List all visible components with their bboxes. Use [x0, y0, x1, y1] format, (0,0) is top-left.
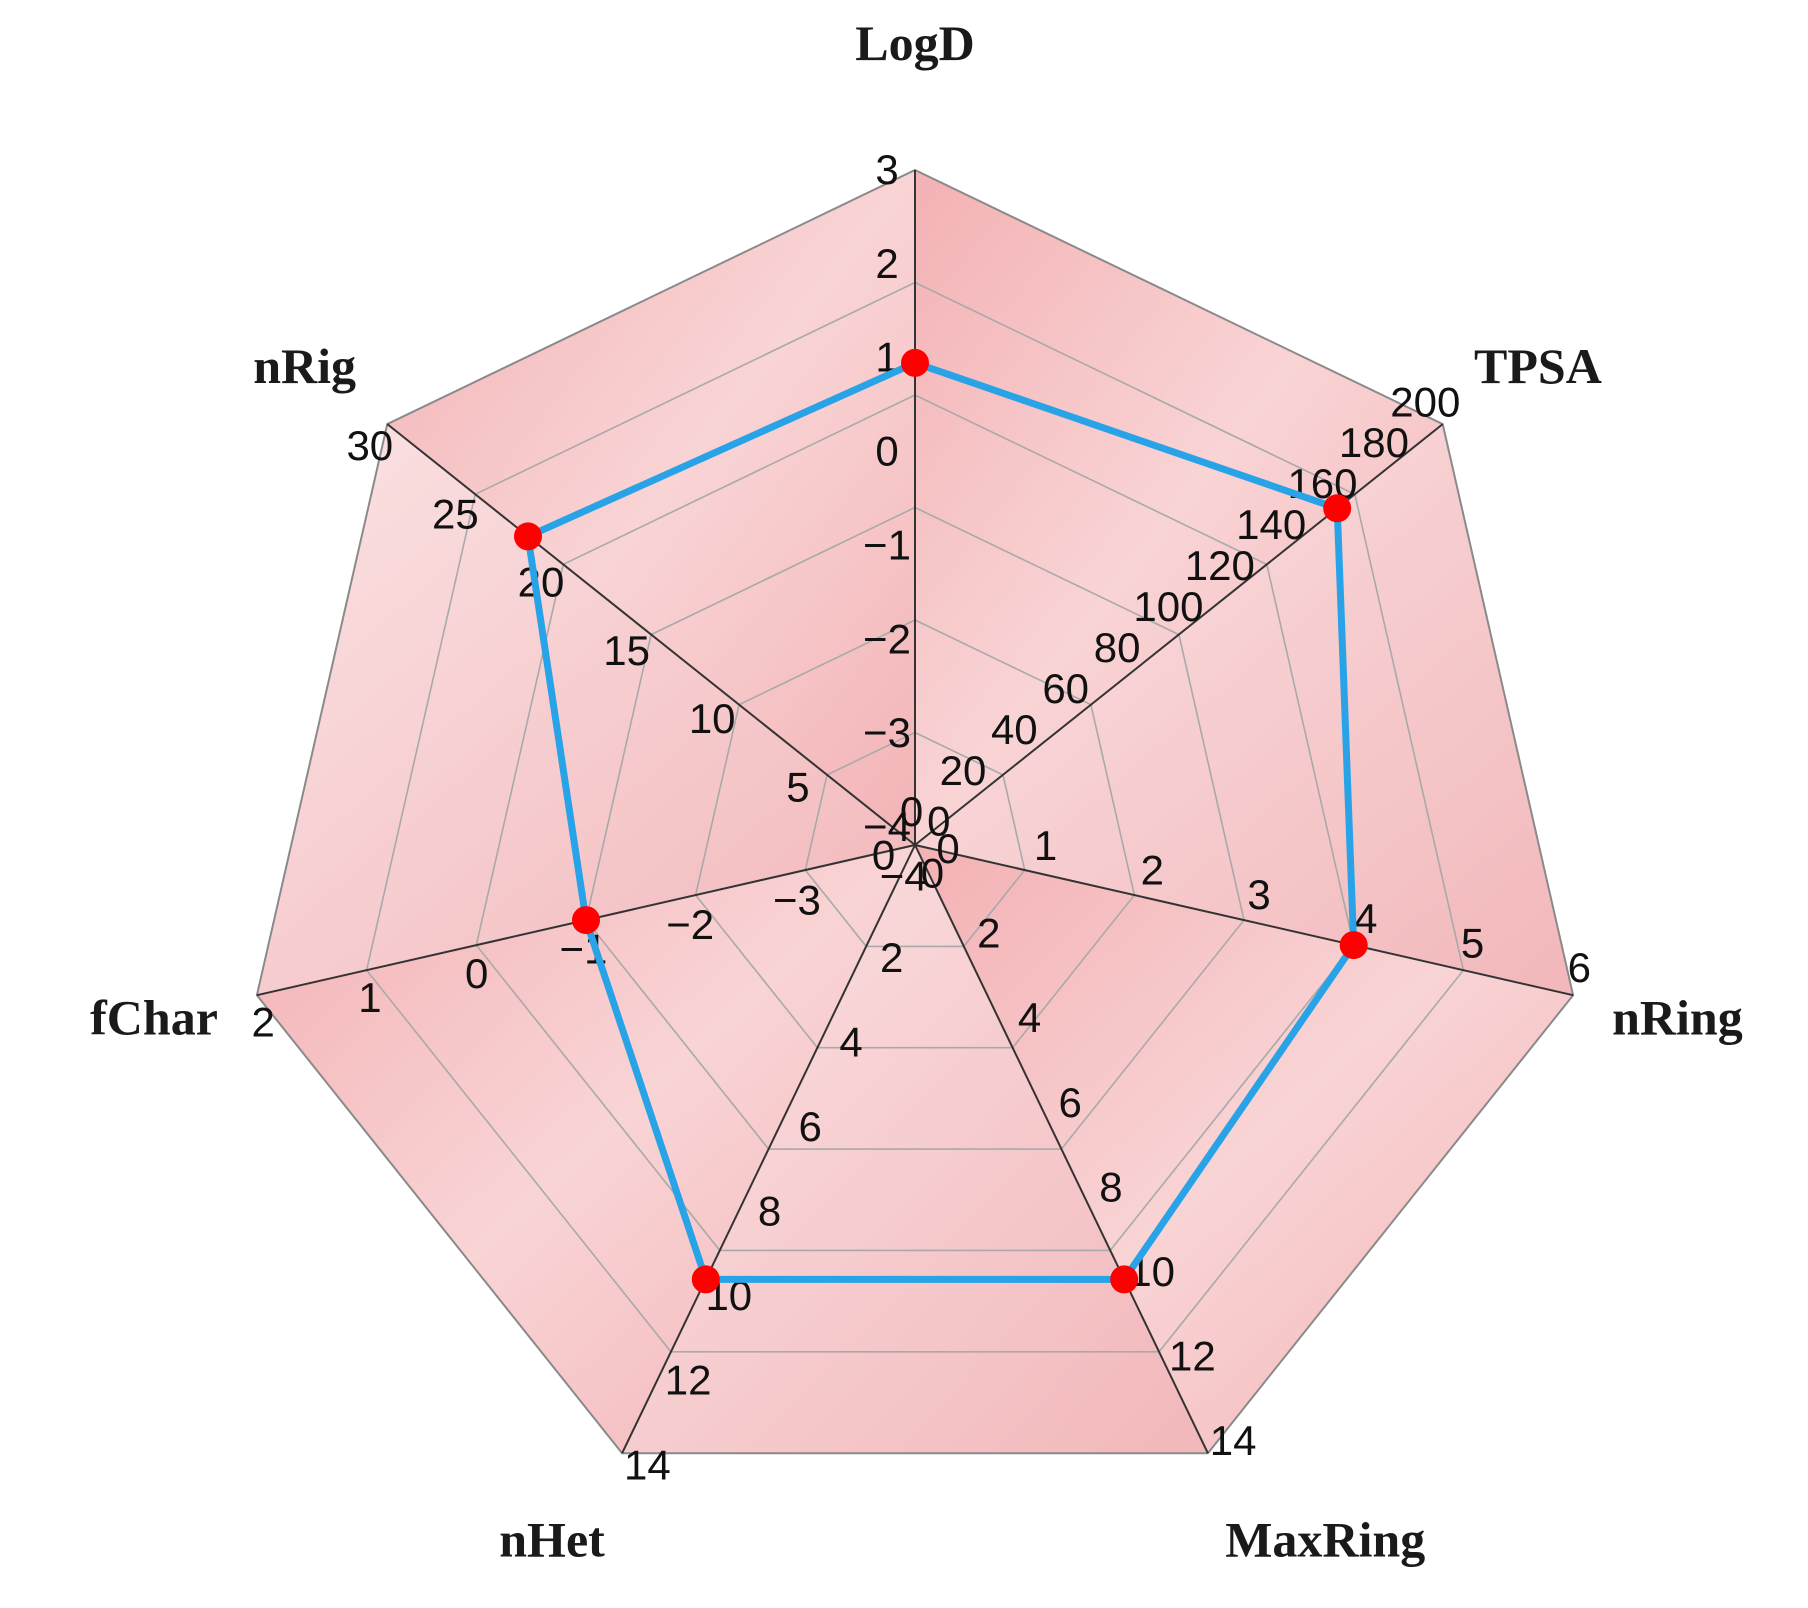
tick-label-fchar: −2 [666, 901, 714, 948]
spoke-nhet [621, 844, 916, 1454]
tick-label-logd: −4 [863, 803, 911, 850]
tick-label-fchar: −3 [773, 877, 821, 924]
tick-label-tpsa: 120 [1185, 542, 1255, 589]
tick-label-logd: −3 [863, 709, 911, 756]
axis-titles: LogD TPSA nRing MaxRing nHet fChar nRig [90, 15, 1743, 1568]
tick-label-tpsa: 0 [900, 788, 923, 835]
axis-title-nring: nRing [1612, 989, 1743, 1045]
data-point-nhet [691, 1265, 720, 1294]
series-line [524, 359, 1358, 1283]
tick-label-logd: 3 [875, 146, 898, 193]
axis-title-fchar: fChar [90, 989, 218, 1045]
tick-label-tpsa: 200 [1390, 378, 1460, 425]
tick-label-nring: 4 [1354, 895, 1377, 942]
background-wedge [915, 845, 1574, 1454]
tick-label-nrig: 20 [518, 559, 565, 606]
data-point-maxring [1110, 1265, 1139, 1294]
tick-label-nrig: 5 [786, 763, 809, 810]
tick-label-maxring: 0 [936, 825, 959, 872]
tick-label-nring: 2 [1141, 846, 1164, 893]
tick-label-nrig: 30 [346, 422, 393, 469]
tick-label-nhet: 14 [624, 1441, 671, 1488]
radar-grid [255, 168, 1575, 1455]
data-point-nrig [514, 522, 542, 551]
tick-label-nring: 5 [1461, 920, 1484, 967]
background-wedge [256, 424, 915, 996]
data-series [514, 348, 1368, 1294]
tick-label-maxring: 12 [1169, 1332, 1216, 1379]
radar-background [256, 170, 1574, 1454]
grid-ring [475, 394, 1355, 1252]
grid-ring [804, 731, 1026, 948]
background-wedge [387, 170, 915, 845]
tick-label-nrig: 10 [689, 695, 736, 742]
spoke-maxring [914, 844, 1209, 1454]
grid-ring [585, 506, 1245, 1150]
tick-label-tpsa: 80 [1094, 624, 1141, 671]
grid-ring [365, 281, 1465, 1353]
tick-label-nrig: 25 [432, 490, 479, 537]
tick-label-tpsa: 40 [991, 706, 1038, 753]
tick-label-maxring: 10 [1128, 1248, 1175, 1295]
background-wedge [915, 424, 1574, 996]
tick-label-logd: −1 [863, 521, 911, 568]
tick-label-nring: 3 [1247, 871, 1270, 918]
tick-label-nrig: 0 [872, 832, 895, 879]
tick-label-fchar: 1 [358, 974, 381, 1021]
data-point-nring [1339, 931, 1368, 960]
data-point-tpsa [1323, 494, 1352, 523]
tick-label-nring: 1 [1034, 822, 1057, 869]
axis-title-nhet: nHet [499, 1512, 605, 1568]
axis-title-tpsa: TPSA [1474, 338, 1602, 394]
tick-label-maxring: 6 [1059, 1079, 1082, 1126]
radar-spokes [256, 170, 1574, 1454]
tick-label-nhet: 12 [665, 1357, 712, 1404]
tick-label-maxring: 2 [977, 910, 1000, 957]
tick-label-fchar: 2 [252, 999, 275, 1046]
tick-label-nhet: 8 [758, 1188, 781, 1235]
tick-label-nrig: 15 [603, 627, 650, 674]
tick-label-nhet: 6 [799, 1103, 822, 1150]
tick-label-tpsa: 60 [1042, 665, 1089, 712]
tick-label-nring: 6 [1568, 944, 1591, 991]
spoke-nrig [386, 423, 916, 846]
axis-title-logd: LogD [855, 15, 974, 71]
tick-label-tpsa: 180 [1339, 419, 1409, 466]
tick-label-logd: 2 [875, 240, 898, 287]
spoke-tpsa [914, 423, 1444, 846]
tick-labels: 3210−1−2−3−42001801601401201008060402006… [252, 146, 1591, 1488]
tick-label-fchar: 0 [465, 950, 488, 997]
axis-title-maxring: MaxRing [1225, 1512, 1425, 1568]
tick-label-maxring: 8 [1099, 1163, 1122, 1210]
tick-label-maxring: 4 [1018, 994, 1041, 1041]
tick-label-logd: 1 [875, 334, 898, 381]
tick-label-tpsa: 140 [1236, 501, 1306, 548]
tick-label-tpsa: 100 [1133, 583, 1203, 630]
background-wedge [915, 170, 1443, 845]
tick-label-nhet: 2 [880, 934, 903, 981]
tick-label-tpsa: 20 [940, 747, 987, 794]
tick-label-nring: 0 [927, 798, 950, 845]
tick-label-logd: −2 [863, 615, 911, 662]
grid-ring [694, 619, 1136, 1049]
data-point-logd [901, 348, 929, 377]
tick-label-nhet: 0 [921, 849, 944, 896]
axis-title-nrig: nRig [253, 338, 356, 394]
data-point-fchar [572, 906, 600, 935]
tick-label-maxring: 14 [1210, 1417, 1257, 1464]
outer-ring [255, 168, 1575, 1455]
background-wedge [256, 845, 915, 1454]
tick-label-nhet: 4 [839, 1019, 862, 1066]
tick-label-logd: 0 [875, 428, 898, 475]
spoke-nring [914, 844, 1574, 997]
tick-label-fchar: −4 [880, 852, 928, 899]
